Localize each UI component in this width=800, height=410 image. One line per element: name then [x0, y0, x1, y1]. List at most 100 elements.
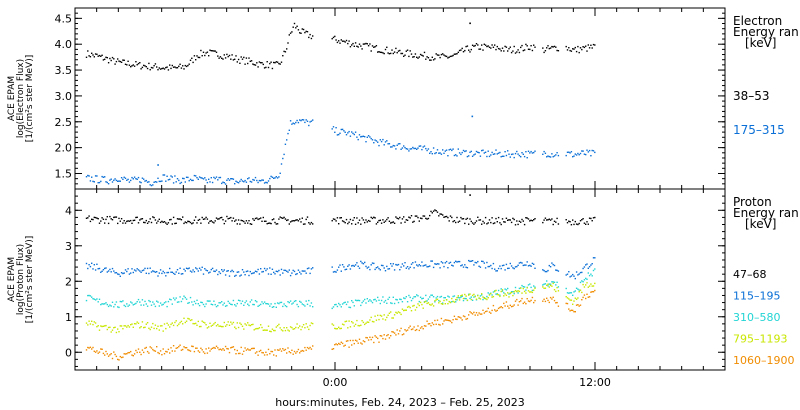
data-point: [120, 356, 123, 359]
data-point: [270, 222, 272, 225]
data-point: [118, 306, 120, 309]
data-point: [488, 265, 491, 268]
data-point: [111, 181, 114, 183]
data-point: [462, 297, 465, 300]
data-point: [149, 184, 151, 186]
data-point: [172, 66, 175, 68]
data-point: [115, 216, 118, 218]
data-point: [362, 43, 365, 45]
data-point: [471, 44, 474, 46]
data-point: [93, 56, 95, 58]
data-point: [340, 270, 342, 272]
data-point: [486, 223, 488, 225]
data-point: [364, 136, 366, 138]
data-point: [166, 351, 168, 353]
data-point: [419, 217, 422, 219]
data-point: [176, 178, 179, 180]
data-point: [123, 304, 125, 307]
data-point: [509, 292, 511, 294]
data-point: [205, 348, 207, 350]
data-point: [360, 304, 362, 307]
data-point: [406, 301, 409, 303]
data-point: [130, 324, 132, 326]
data-point: [379, 335, 381, 337]
data-point: [529, 291, 531, 293]
data-point: [481, 44, 483, 46]
data-point: [338, 342, 340, 345]
data-point: [416, 328, 418, 331]
data-point: [126, 220, 128, 223]
data-point: [131, 268, 133, 270]
data-point: [578, 222, 580, 225]
data-point: [286, 48, 288, 50]
data-point: [393, 332, 396, 334]
data-point: [146, 222, 149, 224]
data-point: [347, 222, 349, 225]
data-point: [583, 153, 586, 155]
data-point: [265, 66, 267, 69]
data-point: [87, 346, 89, 349]
data-point: [221, 182, 223, 185]
data-point: [475, 220, 478, 222]
data-point: [224, 345, 227, 348]
data-point: [556, 217, 558, 220]
data-point: [483, 297, 485, 299]
data-point: [136, 216, 138, 218]
data-point: [526, 45, 528, 47]
data-point: [338, 266, 340, 268]
data-point: [357, 46, 359, 48]
data-point: [492, 222, 495, 225]
data-point: [154, 350, 157, 352]
data-point: [148, 221, 150, 223]
data-point: [517, 304, 519, 306]
data-point: [445, 149, 448, 151]
data-point: [477, 314, 479, 316]
series-175–315: [85, 115, 596, 187]
data-point: [581, 280, 583, 282]
data-point: [379, 139, 381, 141]
data-point: [434, 319, 436, 322]
data-point: [158, 272, 160, 274]
data-point: [201, 55, 203, 57]
data-point: [590, 217, 592, 220]
data-point: [412, 305, 414, 307]
data-point: [262, 216, 264, 219]
data-point: [241, 180, 244, 182]
data-point: [444, 297, 446, 299]
data-point: [494, 153, 496, 155]
data-point: [345, 320, 348, 322]
data-point: [310, 120, 313, 122]
data-point: [256, 179, 258, 182]
data-point: [517, 264, 519, 266]
data-point: [282, 305, 284, 308]
data-point: [117, 328, 119, 330]
data-point: [527, 150, 530, 152]
data-point: [367, 135, 370, 137]
data-point: [150, 271, 153, 273]
data-point: [88, 347, 90, 349]
data-point: [440, 153, 443, 155]
data-point: [230, 58, 232, 60]
data-point: [137, 348, 140, 350]
data-point: [339, 132, 341, 134]
data-point: [202, 273, 205, 275]
data-point: [280, 217, 283, 219]
data-point: [140, 326, 142, 328]
data-point: [308, 347, 310, 350]
data-point: [309, 324, 311, 327]
data-point: [392, 331, 394, 333]
data-point: [581, 299, 583, 301]
data-point: [263, 329, 266, 331]
data-point: [481, 313, 483, 315]
data-point: [399, 143, 401, 145]
data-point: [351, 344, 353, 346]
data-point: [361, 343, 363, 345]
data-point: [262, 302, 264, 305]
data-point: [354, 264, 357, 266]
data-point: [213, 50, 215, 52]
data-point: [127, 324, 129, 327]
data-point: [302, 304, 305, 306]
y-tick-label: 3.0: [55, 90, 73, 103]
data-point: [304, 223, 306, 225]
data-point: [400, 148, 402, 150]
